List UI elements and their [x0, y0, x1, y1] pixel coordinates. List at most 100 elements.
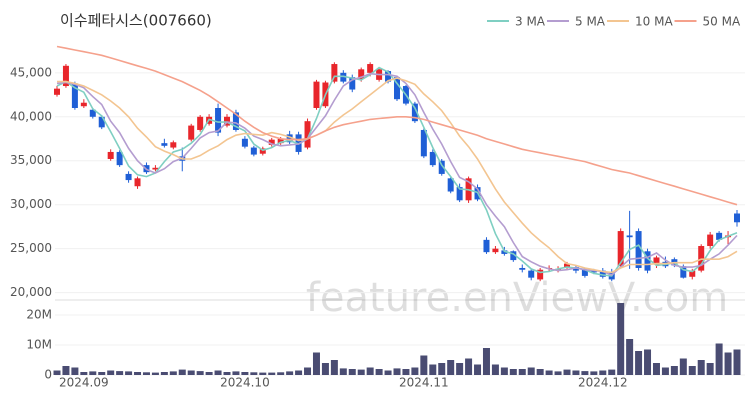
volume-bar [536, 369, 544, 375]
volume-bar [581, 371, 589, 375]
x-tick-label: 2024.12 [578, 376, 628, 390]
candle-body [483, 239, 490, 253]
volume-bar [474, 364, 482, 375]
y-tick-label: 20M [26, 308, 52, 322]
candle-body [259, 148, 266, 154]
volume-bar [626, 339, 634, 375]
y-tick-label: 20,000 [10, 285, 52, 299]
candle-body [644, 251, 651, 271]
volume-bar [62, 366, 70, 375]
candle-body [456, 187, 463, 201]
candle-body [152, 167, 159, 170]
y-tick-label: 35,000 [10, 153, 52, 167]
candle-body [528, 270, 535, 278]
volume-bar [196, 371, 204, 375]
volume-bar [608, 369, 616, 375]
legend-label: 5 MA [575, 15, 606, 29]
candle-body [89, 109, 96, 117]
legend-label: 50 MA [703, 15, 741, 29]
candle-body [54, 88, 60, 95]
x-tick-label: 2024.10 [220, 376, 270, 390]
candle-body [716, 232, 723, 240]
candle-body [215, 107, 222, 133]
candle-body [510, 251, 517, 261]
volume-bar [339, 368, 347, 375]
candle-body [331, 64, 338, 82]
y-tick-label: 45,000 [10, 65, 52, 79]
x-tick-label: 2024.11 [399, 376, 449, 390]
candle-body [617, 231, 624, 267]
volume-bar [223, 372, 231, 375]
candle-body [188, 125, 195, 140]
candle-body [492, 248, 499, 253]
volume-bar [277, 372, 285, 375]
candle-body [71, 83, 78, 108]
volume-bar [402, 369, 410, 375]
volume-bar [706, 363, 714, 375]
volume-bar [384, 370, 392, 375]
volume-bar [151, 372, 159, 375]
volume-bar [518, 369, 526, 375]
volume-bar [688, 366, 696, 375]
volume-bar [142, 372, 150, 375]
volume-bar [527, 367, 535, 375]
ma-line [56, 66, 738, 277]
candle-body [116, 151, 123, 166]
volume-bar [169, 371, 177, 375]
candle-body [232, 112, 239, 130]
candle-body [313, 81, 320, 108]
volume-bar [160, 372, 168, 375]
candle-body [304, 121, 311, 148]
candle-body [519, 267, 526, 270]
candle-body [125, 173, 132, 181]
candle-body [581, 269, 588, 276]
volume-bar [312, 352, 320, 375]
candle-body [635, 231, 642, 268]
ma-line [56, 45, 738, 206]
volume-bar [89, 371, 97, 375]
candle-body [340, 72, 347, 82]
candle-body [107, 151, 114, 159]
volume-bar [295, 370, 303, 375]
volume-bar [545, 370, 553, 375]
volume-bar [304, 367, 312, 375]
volume-bar [357, 369, 365, 375]
volume-bar [125, 371, 133, 375]
candle-body [564, 263, 570, 268]
volume-bar [554, 371, 562, 375]
volume-bar [715, 343, 723, 375]
legend-label: 10 MA [635, 15, 673, 29]
watermark: feature.enViewV.com [306, 275, 728, 321]
volume-bar [679, 358, 687, 375]
candle-body [98, 116, 105, 128]
candle-body [590, 270, 597, 273]
volume-bar [599, 370, 607, 375]
candle-body [62, 65, 69, 87]
candle-body [385, 71, 392, 82]
volume-bar [250, 372, 258, 375]
volume-bar [617, 303, 625, 375]
x-tick-label: 2024.09 [59, 376, 109, 390]
candle-body [197, 116, 204, 130]
volume-bar [411, 367, 419, 375]
candle-body [411, 103, 418, 122]
candle-body [537, 269, 544, 280]
volume-bar [491, 364, 499, 375]
volume-bar [214, 370, 222, 375]
volume-bar [670, 366, 678, 375]
volume-bar [438, 363, 446, 375]
volume-bar [661, 367, 669, 375]
volume-bar [733, 349, 741, 375]
volume-bar [509, 369, 517, 375]
candle-body [250, 147, 257, 155]
candle-body [447, 178, 454, 192]
candle-body [680, 266, 687, 278]
candle-body [170, 142, 177, 148]
volume-bar [697, 360, 705, 375]
candle-body [241, 138, 248, 147]
volume-bar [429, 364, 437, 375]
candle-body [268, 139, 275, 145]
candle-body [438, 160, 445, 174]
volume-bar [456, 363, 464, 375]
